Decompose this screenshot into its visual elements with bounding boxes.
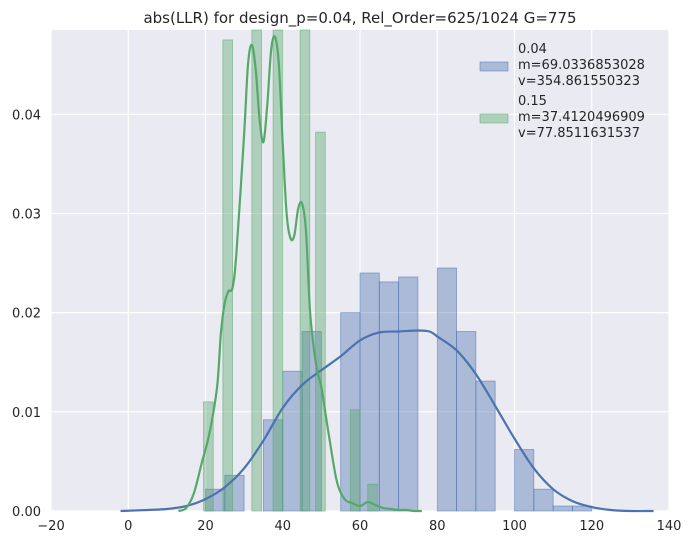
histogram-bar-series-0: [282, 370, 303, 512]
histogram-bar-series-1: [299, 29, 311, 512]
legend-label-series-0: v=354.861550323: [518, 74, 640, 89]
histogram-bar-series-1: [349, 409, 361, 512]
histogram-bar-series-0: [378, 281, 400, 512]
y-axis: 0.00 0.01 0.02 0.03 0.04: [12, 108, 41, 520]
chart-title: abs(LLR) for design_p=0.04, Rel_Order=62…: [143, 9, 576, 28]
histogram-bar-series-1: [315, 131, 326, 512]
histogram-bar-series-0: [359, 272, 380, 512]
x-axis: −20 0 20 40 60 80 100 120 140: [37, 519, 681, 534]
histogram-bar-series-0: [456, 331, 477, 512]
legend-swatch-series-1: [479, 113, 509, 124]
histogram-bar-series-1: [222, 39, 233, 512]
x-tick-label: 100: [502, 519, 527, 534]
kde-lines: [120, 35, 654, 513]
x-tick-label: −20: [37, 519, 64, 534]
y-tick-label: 0.02: [12, 307, 41, 322]
x-tick-label: 40: [274, 519, 291, 534]
legend-label-series-1: m=37.4120496909: [518, 110, 645, 125]
histogram-bar-series-0: [552, 505, 573, 512]
x-tick-label: 60: [352, 519, 369, 534]
histogram-bar-series-0: [475, 380, 496, 512]
histogram-bar-series-0: [436, 267, 457, 512]
kde-line-series-1: [178, 35, 422, 513]
y-tick-label: 0.04: [12, 108, 41, 123]
histogram-bar-series-1: [367, 483, 378, 512]
x-tick-label: 20: [197, 519, 214, 534]
legend-swatch-series-0: [479, 61, 509, 72]
histogram-bar-series-0: [572, 505, 593, 512]
histogram-bar-series-0: [398, 276, 419, 512]
legend-label-series-1: 0.15: [518, 94, 547, 109]
histogram-bar-series-1: [272, 29, 284, 512]
legend: 0.04 m=69.0336853028 v=354.861550323 0.15…: [479, 42, 645, 141]
legend-label-series-0: m=69.0336853028: [518, 58, 645, 73]
kde-line-series-0: [120, 329, 654, 513]
histogram-bar-series-0: [514, 449, 535, 512]
y-tick-label: 0.00: [12, 505, 41, 520]
histogram-bar-series-1: [251, 29, 262, 512]
x-tick-label: 140: [657, 519, 682, 534]
x-tick-label: 0: [124, 519, 132, 534]
y-tick-label: 0.03: [12, 207, 41, 222]
legend-label-series-0: 0.04: [518, 42, 547, 57]
x-tick-label: 120: [579, 519, 604, 534]
histogram-bar-series-0: [533, 488, 554, 512]
histogram-bars: [203, 29, 593, 512]
x-tick-label: 80: [429, 519, 446, 534]
legend-label-series-1: v=77.8511631537: [518, 126, 640, 141]
y-tick-label: 0.01: [12, 406, 41, 421]
